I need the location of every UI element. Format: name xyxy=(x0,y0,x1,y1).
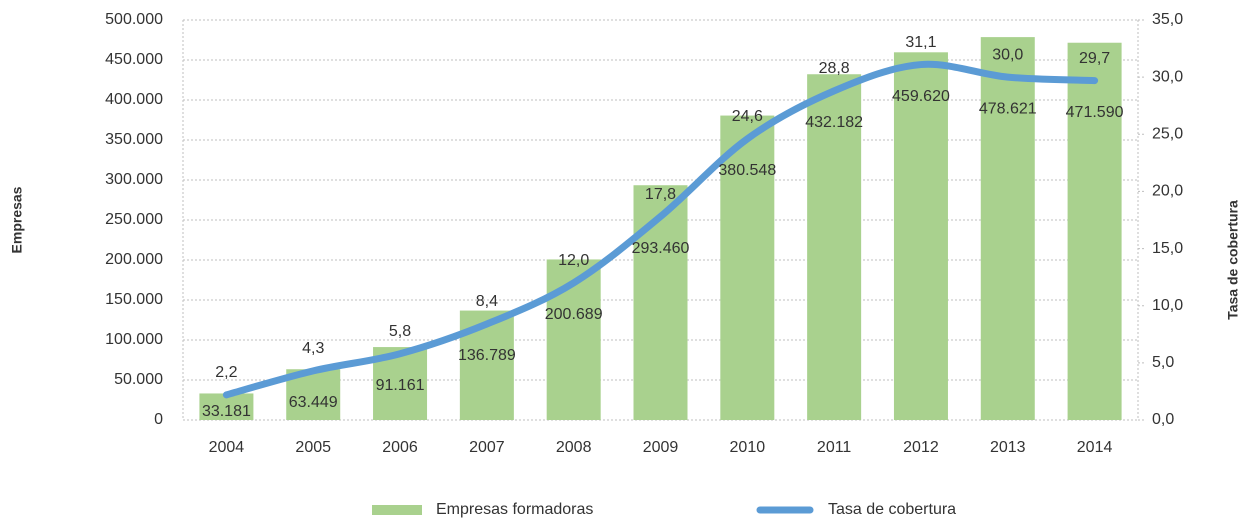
y2-tick-label: 30,0 xyxy=(1152,68,1183,85)
bar-value-label: 478.621 xyxy=(979,100,1037,117)
bar-value-label: 471.590 xyxy=(1066,104,1124,121)
x-tick-label: 2007 xyxy=(469,439,505,456)
bar-value-label: 200.689 xyxy=(545,306,603,323)
x-tick-label: 2004 xyxy=(209,439,245,456)
line-value-label: 4,3 xyxy=(302,340,324,357)
x-tick-label: 2014 xyxy=(1077,439,1113,456)
bar-value-label: 63.449 xyxy=(289,394,338,411)
line-value-label: 12,0 xyxy=(558,252,589,269)
bar-value-label: 459.620 xyxy=(892,88,950,105)
x-tick-label: 2011 xyxy=(817,439,852,456)
y-tick-label: 500.000 xyxy=(105,11,163,28)
y-tick-label: 200.000 xyxy=(105,251,163,268)
x-tick-label: 2006 xyxy=(382,439,418,456)
line-value-label: 17,8 xyxy=(645,186,676,203)
y-tick-label: 300.000 xyxy=(105,171,163,188)
y-axis-title: Empresas xyxy=(9,186,25,253)
y-tick-label: 50.000 xyxy=(114,371,163,388)
x-tick-label: 2009 xyxy=(643,439,679,456)
bar xyxy=(1067,42,1122,421)
x-tick-label: 2005 xyxy=(295,439,331,456)
bar-value-label: 380.548 xyxy=(718,162,776,179)
bar xyxy=(807,74,862,421)
line-value-label: 24,6 xyxy=(732,108,763,125)
line-value-label: 29,7 xyxy=(1079,50,1110,67)
y2-tick-label: 25,0 xyxy=(1152,126,1183,143)
bar xyxy=(893,52,948,420)
legend-label: Tasa de cobertura xyxy=(828,501,956,518)
x-tick-label: 2013 xyxy=(990,439,1026,456)
y2-tick-label: 10,0 xyxy=(1152,297,1183,314)
bar xyxy=(980,37,1035,420)
y-tick-label: 350.000 xyxy=(105,131,163,148)
y-tick-label: 250.000 xyxy=(105,211,163,228)
bar-value-label: 91.161 xyxy=(376,377,425,394)
x-tick-label: 2012 xyxy=(903,439,939,456)
bar xyxy=(720,115,775,421)
y-tick-label: 0 xyxy=(154,411,163,428)
y2-axis-title: Tasa de cobertura xyxy=(1225,200,1241,320)
y-tick-label: 150.000 xyxy=(105,291,163,308)
x-tick-label: 2010 xyxy=(730,439,766,456)
legend-swatch xyxy=(372,505,422,515)
line-value-label: 8,4 xyxy=(476,293,498,310)
y2-tick-label: 5,0 xyxy=(1152,354,1174,371)
legend-label: Empresas formadoras xyxy=(436,501,593,518)
y-tick-label: 400.000 xyxy=(105,91,163,108)
y-tick-label: 100.000 xyxy=(105,331,163,348)
bar-value-label: 33.181 xyxy=(202,403,251,420)
line-value-label: 28,8 xyxy=(819,60,850,77)
y2-tick-label: 0,0 xyxy=(1152,411,1174,428)
bar-value-label: 432.182 xyxy=(805,114,863,131)
line xyxy=(222,60,1099,399)
line-value-label: 5,8 xyxy=(389,323,411,340)
x-tick-label: 2008 xyxy=(556,439,592,456)
line-value-label: 2,2 xyxy=(215,364,237,381)
bar xyxy=(633,185,688,420)
y-tick-label: 450.000 xyxy=(105,51,163,68)
y2-tick-label: 35,0 xyxy=(1152,11,1183,28)
y2-tick-label: 15,0 xyxy=(1152,240,1183,257)
line-value-label: 30,0 xyxy=(992,46,1023,63)
bar-value-label: 136.789 xyxy=(458,347,516,364)
y2-tick-label: 20,0 xyxy=(1152,183,1183,200)
line-value-label: 31,1 xyxy=(905,34,936,51)
bar-value-label: 293.460 xyxy=(632,240,690,257)
